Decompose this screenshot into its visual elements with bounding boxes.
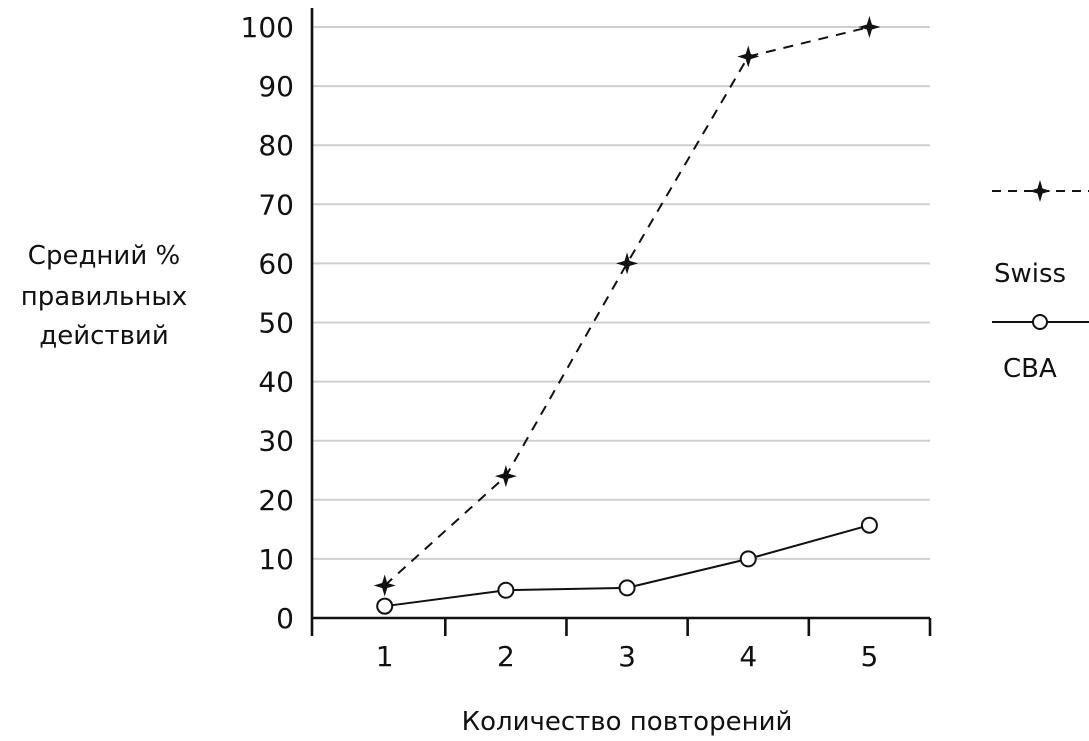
series-swiss bbox=[373, 16, 881, 597]
point-cba-1 bbox=[376, 597, 394, 615]
x-tick-label-5: 5 bbox=[860, 640, 878, 673]
series-cba bbox=[376, 516, 878, 615]
x-tick-label-2: 2 bbox=[497, 640, 515, 673]
y-tick-label-20: 20 bbox=[258, 484, 294, 517]
point-cba-5 bbox=[860, 516, 878, 534]
y-tick-label-70: 70 bbox=[258, 188, 294, 221]
legend-cba-circle-icon bbox=[1032, 314, 1048, 330]
legend: Swiss CBA bbox=[992, 180, 1089, 384]
x-tick-label-1: 1 bbox=[376, 640, 394, 673]
axes bbox=[310, 8, 932, 636]
y-tick-label-10: 10 bbox=[258, 543, 294, 576]
legend-label-cba: CBA bbox=[1003, 354, 1057, 384]
legend-item-cba: CBA bbox=[992, 314, 1089, 384]
y-axis-label-line-1: Средний % bbox=[28, 241, 180, 271]
y-tick-label-30: 30 bbox=[258, 425, 294, 458]
y-tick-label-40: 40 bbox=[258, 366, 294, 399]
y-axis-label-line-3: действий bbox=[39, 321, 168, 351]
tick-labels: 0 10 20 30 40 50 60 70 80 90 100 1 2 3 4 5 bbox=[241, 11, 879, 673]
point-swiss-5 bbox=[858, 16, 881, 38]
y-tick-label-0: 0 bbox=[276, 602, 294, 635]
x-tick-label-3: 3 bbox=[618, 640, 636, 673]
legend-swiss-star-icon bbox=[1029, 180, 1051, 202]
y-tick-label-50: 50 bbox=[258, 307, 294, 340]
series-swiss-line bbox=[384, 26, 870, 587]
point-cba-4 bbox=[739, 550, 757, 568]
y-tick-label-60: 60 bbox=[258, 247, 294, 280]
y-tick-label-90: 90 bbox=[258, 70, 294, 103]
y-tick-label-80: 80 bbox=[258, 129, 294, 162]
x-axis-label: Количество повторений bbox=[462, 707, 793, 737]
point-swiss-4 bbox=[737, 45, 760, 68]
y-tick-label-100: 100 bbox=[241, 11, 294, 44]
point-cba-3 bbox=[618, 579, 636, 597]
point-swiss-2 bbox=[494, 465, 517, 488]
x-tick-label-4: 4 bbox=[739, 640, 757, 673]
y-axis-label-line-2: правильных bbox=[21, 282, 188, 312]
point-swiss-3 bbox=[616, 252, 639, 275]
point-cba-2 bbox=[497, 581, 515, 599]
legend-label-swiss: Swiss bbox=[994, 259, 1066, 289]
point-swiss-1 bbox=[373, 574, 396, 597]
series-layer bbox=[373, 16, 881, 615]
grid-lines bbox=[312, 26, 930, 560]
legend-item-swiss: Swiss bbox=[992, 180, 1089, 289]
axis-labels: Средний % правильных действий Количество… bbox=[21, 241, 793, 737]
